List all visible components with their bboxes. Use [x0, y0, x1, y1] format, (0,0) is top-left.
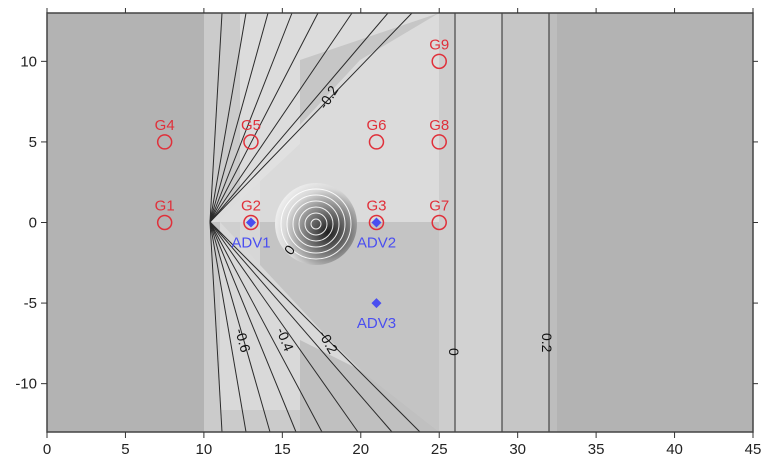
- contour-label-neg06: -0.6: [232, 327, 254, 355]
- shoal-region: [204, 13, 557, 432]
- x-tick-label: 5: [121, 441, 129, 458]
- gauge-marker-g7: [431, 214, 447, 231]
- gauge-label-g4: G4: [155, 117, 175, 134]
- gauge-marker-g5: [243, 134, 259, 150]
- x-tick-label: 30: [509, 441, 526, 458]
- contour-label-zero: 0: [446, 348, 462, 356]
- gauge-label-g2: G2: [241, 198, 261, 215]
- gauge-marker-g1: [156, 214, 173, 231]
- adv-markers: ADV1 ADV2 ADV3: [231, 217, 396, 332]
- x-tick-label: 0: [43, 441, 51, 458]
- contour-lines: [209, 12, 550, 433]
- y-tick-label: -10: [15, 376, 37, 393]
- y-axis: 10 5 0 -5 -10: [15, 53, 758, 393]
- x-tick-label: 45: [745, 441, 762, 458]
- y-tick-label: -5: [24, 295, 37, 312]
- gauge-marker-g9: [431, 53, 447, 70]
- x-tick-label: 35: [588, 441, 605, 458]
- y-tick-label: 5: [29, 134, 37, 151]
- contour-label-pos02: 0.2: [539, 333, 555, 353]
- x-axis: 0 5 10 15 20 25 30 35 40 45: [43, 8, 762, 458]
- gauge-marker-g3: [368, 214, 385, 231]
- x-tick-label: 25: [431, 441, 448, 458]
- adv-label-adv3: ADV3: [357, 315, 396, 332]
- x-tick-label: 10: [196, 441, 213, 458]
- gauge-label-g5: G5: [241, 117, 261, 134]
- adv-marker-adv3: [371, 298, 382, 309]
- gauge-label-g7: G7: [429, 198, 449, 215]
- gauge-marker-g8: [431, 134, 447, 150]
- adv-label-adv1: ADV1: [231, 235, 270, 252]
- gauge-label-g8: G8: [429, 117, 449, 134]
- mound: [275, 183, 357, 265]
- gauge-label-g1: G1: [155, 198, 175, 215]
- adv-marker-adv2: [371, 217, 382, 228]
- x-tick-label: 15: [274, 441, 291, 458]
- gauge-marker-g4: [156, 134, 173, 150]
- gauge-markers: G1 G2 G3 G4 G5 G6 G7 G8 G9: [155, 36, 449, 231]
- y-tick-label: 10: [20, 53, 37, 70]
- adv-marker-adv1: [245, 217, 256, 228]
- gauge-label-g3: G3: [366, 198, 386, 215]
- adv-label-adv2: ADV2: [357, 235, 396, 252]
- gauge-marker-g6: [368, 134, 385, 150]
- gauge-marker-g2: [243, 214, 259, 231]
- x-tick-label: 20: [352, 441, 369, 458]
- x-tick-label: 40: [666, 441, 683, 458]
- gauge-label-g6: G6: [366, 117, 386, 134]
- gauge-label-g9: G9: [429, 36, 449, 53]
- y-tick-label: 0: [29, 215, 37, 232]
